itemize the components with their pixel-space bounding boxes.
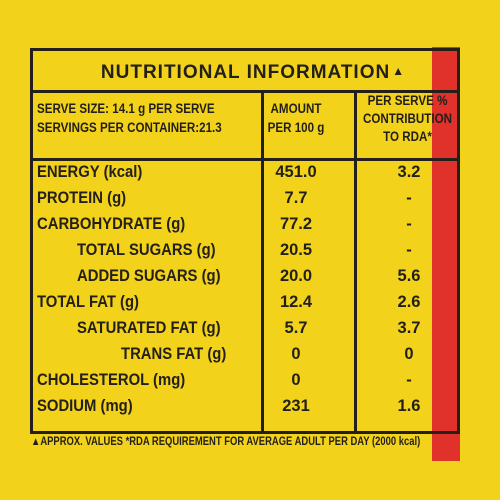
rda-value: 2.6 (397, 293, 421, 311)
table-row: TRANS FAT (g) 0 0 (0, 345, 500, 367)
amount-value: 0 (291, 371, 301, 389)
triangle-icon: ▲ (392, 64, 406, 78)
footnote: ▲APPROX. VALUES *RDA REQUIREMENT FOR AVE… (31, 436, 421, 448)
column-divider-1 (261, 90, 264, 434)
rda-header-line1: PER SERVE % (367, 93, 448, 108)
rda-value: 1.6 (397, 397, 421, 415)
title-divider (30, 90, 460, 93)
amount-value: 20.0 (279, 267, 313, 285)
amount-value: 451.0 (275, 163, 317, 181)
table-row: SATURATED FAT (g) 5.7 3.7 (0, 319, 500, 341)
table-row: CHOLESTEROL (mg) 0 - (0, 371, 500, 393)
table-title: NUTRITIONAL INFORMATION ▲ (0, 62, 500, 84)
nutrient-label: TOTAL FAT (g) (37, 293, 140, 311)
table-row: ADDED SUGARS (g) 20.0 5.6 (0, 267, 500, 289)
header-divider (30, 158, 460, 161)
table-row: CARBOHYDRATE (g) 77.2 - (0, 215, 500, 237)
rda-value: 3.7 (397, 319, 421, 337)
servings-per-container: SERVINGS PER CONTAINER:21.3 (37, 120, 222, 135)
nutrient-label: PROTEIN (g) (37, 189, 127, 207)
amount-value: 12.4 (279, 293, 313, 311)
amount-value: 5.7 (284, 319, 308, 337)
rda-value: 3.2 (397, 163, 421, 181)
nutrient-label: SODIUM (mg) (37, 397, 133, 415)
title-text: NUTRITIONAL INFORMATION (100, 62, 391, 83)
amount-value: 77.2 (279, 215, 313, 233)
column-divider-2 (354, 90, 357, 434)
rda-value: 0 (404, 345, 414, 363)
amount-header-line2: PER 100 g (267, 120, 325, 135)
table-row: ENERGY (kcal) 451.0 3.2 (0, 163, 500, 185)
amount-value: 7.7 (284, 189, 308, 207)
nutrient-label: SATURATED FAT (g) (77, 319, 221, 337)
amount-header-line1: AMOUNT (270, 101, 322, 116)
rda-value: - (406, 215, 412, 233)
nutrient-label: CARBOHYDRATE (g) (37, 215, 186, 233)
rda-header-line2: CONTRIBUTION (362, 111, 453, 126)
nutrient-label: CHOLESTEROL (mg) (37, 371, 186, 389)
rda-value: 5.6 (397, 267, 421, 285)
red-accent-band (432, 47, 460, 461)
rda-header-line3: TO RDA* (383, 129, 432, 144)
nutrition-table-border (30, 48, 460, 434)
table-row: TOTAL SUGARS (g) 20.5 - (0, 241, 500, 263)
table-row: SODIUM (mg) 231 1.6 (0, 397, 500, 419)
rda-value: - (406, 189, 412, 207)
nutrient-label: TRANS FAT (g) (121, 345, 227, 363)
table-row: TOTAL FAT (g) 12.4 2.6 (0, 293, 500, 315)
table-row: PROTEIN (g) 7.7 - (0, 189, 500, 211)
nutrient-label: ENERGY (kcal) (37, 163, 143, 181)
nutrient-label: ADDED SUGARS (g) (77, 267, 221, 285)
nutrient-label: TOTAL SUGARS (g) (77, 241, 216, 259)
serve-size: SERVE SIZE: 14.1 g PER SERVE (37, 101, 215, 116)
rda-value: - (406, 371, 412, 389)
amount-value: 0 (291, 345, 301, 363)
amount-value: 231 (282, 397, 310, 415)
amount-value: 20.5 (279, 241, 313, 259)
rda-value: - (406, 241, 412, 259)
